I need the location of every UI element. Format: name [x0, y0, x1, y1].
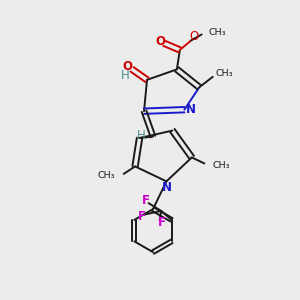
Text: H: H	[121, 69, 130, 82]
Text: CH₃: CH₃	[215, 69, 232, 78]
Text: CH₃: CH₃	[208, 28, 226, 37]
Text: N: N	[186, 103, 196, 116]
Text: F: F	[138, 210, 146, 224]
Text: CH₃: CH₃	[213, 161, 230, 170]
Text: CH₃: CH₃	[98, 171, 116, 180]
Text: O: O	[189, 30, 198, 43]
Text: H: H	[137, 129, 146, 142]
Text: O: O	[122, 61, 132, 74]
Text: N: N	[162, 182, 172, 194]
Text: O: O	[155, 34, 165, 47]
Text: F: F	[158, 216, 166, 229]
Text: F: F	[142, 194, 150, 207]
